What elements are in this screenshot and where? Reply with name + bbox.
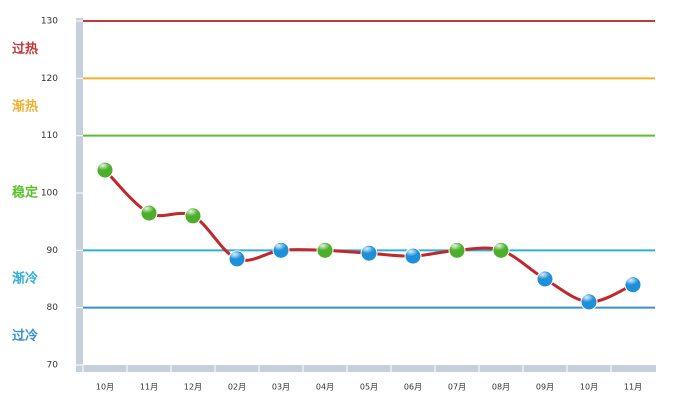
point-shine — [318, 243, 330, 252]
x-axis — [76, 365, 656, 372]
point-shine — [582, 294, 594, 303]
point-shine — [186, 208, 198, 217]
y-axis — [76, 18, 83, 372]
zone-label: 稳定 — [12, 185, 38, 201]
point-shine — [230, 251, 242, 260]
y-tick-label: 90 — [47, 246, 59, 256]
point-shine — [626, 277, 638, 286]
x-tick-label: 11月 — [140, 383, 158, 392]
y-tick-label: 110 — [41, 131, 58, 141]
point-shine — [538, 272, 550, 280]
zone-label: 渐冷 — [12, 271, 38, 287]
y-tick-label: 70 — [47, 361, 59, 371]
series-line — [103, 168, 634, 304]
x-tick-label: 08月 — [492, 383, 510, 392]
zone-label: 过热 — [12, 41, 38, 57]
y-tick-label: 130 — [41, 17, 58, 27]
y-tick-label: 100 — [41, 189, 58, 199]
point-shine — [274, 243, 286, 252]
point-shine — [494, 243, 506, 252]
x-tick-label: 04月 — [316, 383, 334, 392]
x-tick-label: 12月 — [184, 383, 202, 392]
y-tick-label: 120 — [41, 74, 58, 84]
zone-label: 渐热 — [12, 99, 38, 115]
y-tick-label: 80 — [47, 303, 59, 313]
point-shine — [362, 246, 374, 255]
x-tick-label: 07月 — [448, 383, 466, 392]
x-tick-label: 03月 — [272, 383, 290, 392]
point-shine — [98, 163, 110, 172]
x-tick-label: 05月 — [360, 383, 378, 392]
x-tick-label: 10月 — [96, 383, 114, 392]
x-tick-label: 09月 — [536, 383, 554, 392]
zone-label: 过冷 — [12, 328, 38, 344]
point-shine — [450, 243, 462, 252]
point-shine — [406, 249, 418, 258]
x-tick-label: 11月 — [624, 383, 642, 392]
point-shine — [142, 206, 154, 215]
x-tick-label: 06月 — [404, 383, 422, 392]
x-tick-label: 02月 — [228, 383, 246, 392]
x-tick-label: 10月 — [580, 383, 598, 392]
